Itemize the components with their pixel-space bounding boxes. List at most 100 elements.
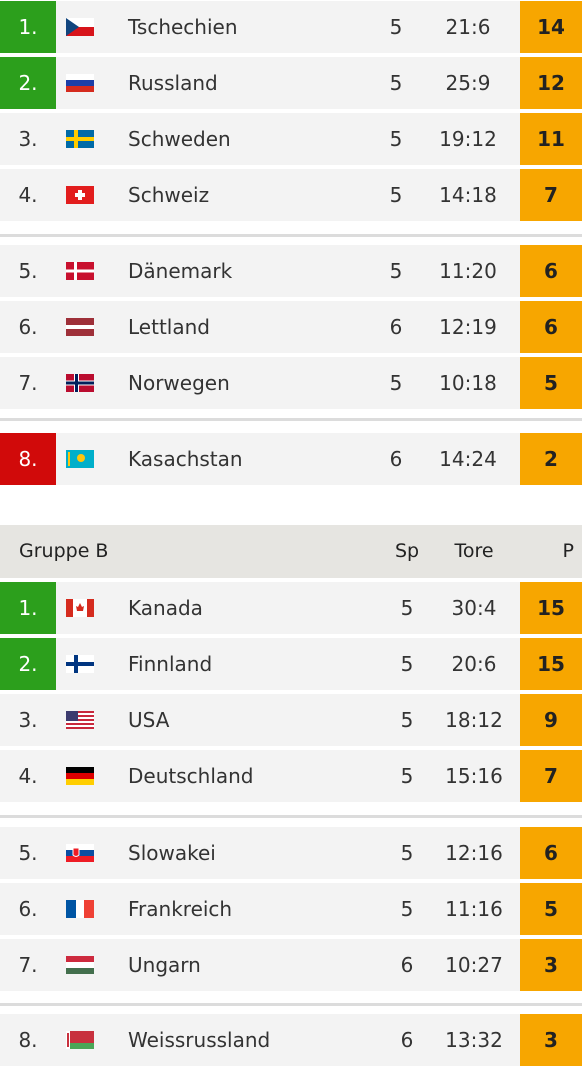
flag [66,450,94,468]
games: 5 [389,371,403,395]
team-name: Russland [128,71,218,95]
flag [66,900,94,922]
games: 5 [400,596,414,620]
goals: 11:20 [439,259,497,283]
goals: 11:16 [445,897,503,921]
points: 5 [520,883,582,935]
points: 7 [520,750,582,802]
group-title: Gruppe B [19,540,109,562]
flag [66,374,94,396]
games: 5 [400,652,414,676]
points: 6 [520,301,582,353]
flag [66,1031,94,1053]
games: 5 [389,127,403,151]
table-row: 8. Kasachstan 6 14:24 2 [0,433,582,485]
column-header: Sp [394,540,420,562]
points: 14 [520,1,582,53]
rank: 2. [0,638,56,690]
table-row: 8. Weissrussland 6 13:32 3 [0,1014,582,1066]
flag [66,74,94,92]
flag [66,956,94,978]
flag [66,599,94,621]
goals: 25:9 [445,71,491,95]
table-row: 4. Schweiz 5 14:18 7 [0,169,582,221]
flag [66,318,94,336]
team-name: Ungarn [128,953,201,977]
table-row: 3. Schweden 5 19:12 11 [0,113,582,165]
goals: 14:18 [439,183,497,207]
flag [66,599,94,617]
rank: 1. [0,1,56,53]
goals: 21:6 [445,15,491,39]
table-row: 5. Dänemark 5 11:20 6 [0,245,582,297]
points: 5 [520,357,582,409]
flag [66,18,94,36]
team-name: Weissrussland [128,1028,271,1052]
team-name: USA [128,708,170,732]
games: 5 [389,259,403,283]
flag [66,844,94,862]
table-row: 7. Norwegen 5 10:18 5 [0,357,582,409]
rank: 4. [18,183,38,207]
team-name: Tschechien [128,15,238,39]
flag [66,956,94,974]
flag [66,711,94,729]
team-name: Schweiz [128,183,210,207]
games: 6 [389,447,403,471]
team-name: Lettland [128,315,210,339]
rank: 5. [18,841,38,865]
goals: 19:12 [439,127,497,151]
games: 6 [400,1028,414,1052]
flag [66,655,94,677]
goals: 18:12 [445,708,503,732]
table-row: 1. Kanada 5 30:4 15 [0,582,582,634]
rank: 3. [18,127,38,151]
table-row: 2. Finnland 5 20:6 15 [0,638,582,690]
separator [0,234,582,237]
flag [66,655,94,673]
rank: 3. [18,708,38,732]
flag [66,374,94,392]
rank: 6. [18,315,38,339]
team-name: Frankreich [128,897,233,921]
goals: 20:6 [451,652,497,676]
team-name: Schweden [128,127,231,151]
goals: 10:18 [439,371,497,395]
flag [66,186,94,204]
rank: 8. [18,1028,38,1052]
flag [66,1031,94,1049]
goals: 13:32 [445,1028,503,1052]
table-row: 6. Lettland 6 12:19 6 [0,301,582,353]
rank: 1. [0,582,56,634]
games: 5 [400,764,414,788]
points: 2 [520,433,582,485]
games: 5 [389,15,403,39]
rank: 7. [18,953,38,977]
flag [66,900,94,918]
goals: 10:27 [445,953,503,977]
flag [66,130,94,148]
table-row: 2. Russland 5 25:9 12 [0,57,582,109]
rank: 7. [18,371,38,395]
flag [66,767,94,789]
games: 5 [400,897,414,921]
rank: 6. [18,897,38,921]
points: 11 [520,113,582,165]
column-header: P [562,540,574,562]
flag [66,74,94,96]
flag [66,767,94,785]
separator [0,1003,582,1006]
points: 7 [520,169,582,221]
points: 3 [520,1014,582,1066]
points: 6 [520,245,582,297]
table-row: 4. Deutschland 5 15:16 7 [0,750,582,802]
rank: 2. [0,57,56,109]
points: 12 [520,57,582,109]
table-row: 3. USA 5 18:12 9 [0,694,582,746]
goals: 30:4 [451,596,497,620]
team-name: Deutschland [128,764,254,788]
games: 6 [400,953,414,977]
team-name: Norwegen [128,371,230,395]
games: 5 [389,183,403,207]
